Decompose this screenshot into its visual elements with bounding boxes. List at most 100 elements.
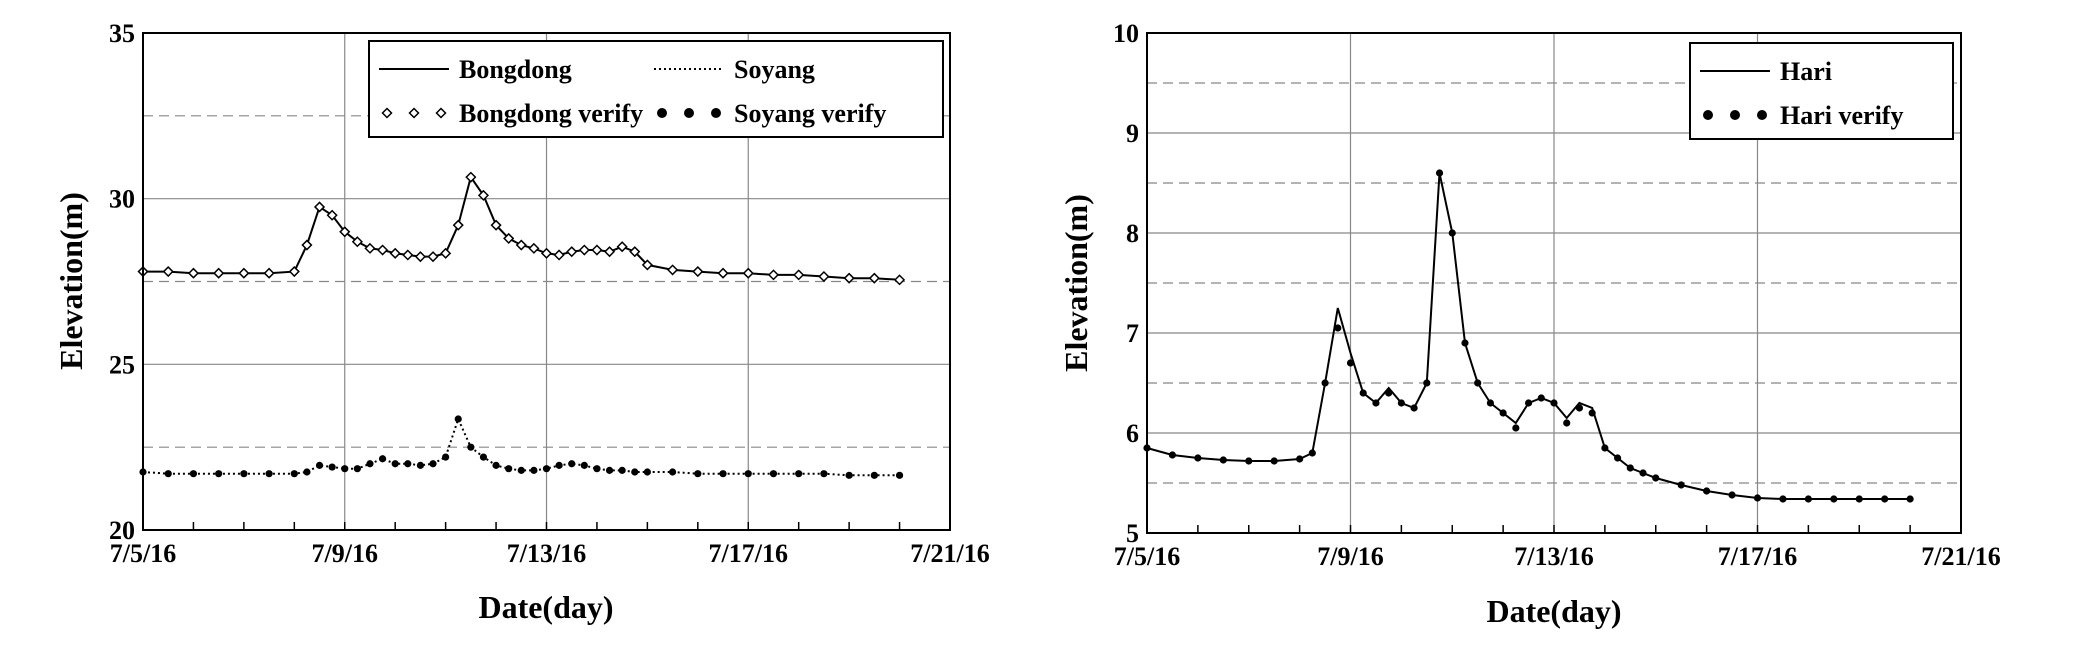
marker-hari-verify — [1906, 495, 1914, 503]
marker-hari-verify — [1372, 399, 1380, 407]
marker-soyang-verify — [769, 470, 778, 478]
marker-bongdong-verify — [213, 267, 225, 279]
marker-hari-verify — [1245, 457, 1253, 465]
marker-bongdong-verify — [591, 244, 603, 256]
marker-bongdong-verify — [742, 267, 754, 279]
chart-bongdong-soyang: 20 25 30 35 7/5/16 7/9/16 7/13/16 7/17/16 7/21/1… — [53, 19, 990, 625]
x-tick-label: 7/17/16 — [709, 539, 788, 568]
marker-bongdong-verify — [313, 201, 326, 213]
legend-swatch-dot — [1757, 110, 1767, 120]
legend-box — [1689, 42, 1954, 140]
marker-bongdong-verify — [793, 269, 805, 281]
marker-hari-verify — [1804, 495, 1812, 503]
x-axis-title: Date(day) — [478, 589, 613, 625]
marker-hari-verify — [1703, 487, 1711, 495]
marker-soyang-verify — [631, 468, 639, 476]
marker-hari-verify — [1499, 409, 1507, 417]
marker-soyang-verify — [391, 460, 399, 468]
marker-bongdong-verify — [843, 272, 855, 284]
marker-bongdong-verify — [402, 249, 414, 261]
tick-layer: 5 6 7 8 9 10 7/5/16 7/9/16 7/13/16 7/17/16 7/21/16 — [1113, 19, 2001, 571]
legend-swatch-dot — [657, 108, 667, 118]
marker-hari-verify — [1270, 457, 1278, 465]
legend: Bongdong Soyang Bongdong verify Soyang veri… — [368, 40, 944, 138]
marker-soyang-verify — [580, 461, 588, 469]
marker-hari-verify — [1524, 399, 1533, 407]
marker-hari-verify — [1435, 169, 1444, 177]
marker-hari-verify — [1537, 394, 1545, 402]
legend-swatch-dot — [1730, 110, 1740, 120]
grid — [1147, 33, 1961, 533]
legend-label: Hari verify — [1780, 101, 1903, 130]
marker-bongdong-verify — [540, 247, 553, 259]
legend: Hari Hari verify — [1689, 42, 1954, 140]
marker-soyang-verify — [265, 470, 273, 478]
y-axis-title: Elevation(m) — [1058, 194, 1094, 372]
series-line-bongdong — [143, 174, 900, 281]
marker-hari-verify — [1334, 324, 1342, 332]
marker-hari-verify — [1550, 399, 1558, 407]
marker-bongdong-verify — [440, 247, 452, 259]
marker-hari-verify — [1308, 449, 1316, 457]
legend-swatch-diamond — [408, 107, 420, 119]
marker-bongdong-verify — [301, 239, 313, 251]
marker-bongdong-verify — [578, 244, 590, 256]
x-tick-label: 7/21/16 — [1921, 542, 2000, 571]
marker-bongdong-verify — [616, 241, 628, 253]
marker-hari-verify — [1512, 424, 1520, 432]
marker-soyang-verify — [694, 470, 702, 478]
marker-bongdong-verify — [818, 270, 830, 283]
legend-label: Soyang verify — [734, 99, 886, 128]
marker-hari-verify — [1296, 455, 1304, 463]
marker-soyang-verify — [719, 470, 727, 478]
marker-bongdong-verify — [326, 209, 338, 221]
marker-bongdong-verify — [717, 267, 729, 279]
legend-swatch-dot — [1703, 110, 1713, 120]
x-tick-label: 7/5/16 — [1114, 542, 1180, 571]
marker-hari-verify — [1613, 454, 1622, 462]
marker-hari-verify — [1779, 495, 1787, 503]
marker-hari-verify — [1410, 404, 1418, 412]
marker-bongdong-verify — [477, 189, 490, 201]
y-tick-label: 7 — [1126, 319, 1139, 348]
marker-bongdong-verify — [465, 171, 477, 183]
marker-bongdong-verify — [603, 246, 616, 258]
marker-bongdong-verify — [894, 274, 906, 286]
legend-label: Hari — [1780, 57, 1832, 86]
x-tick-label: 7/9/16 — [1317, 542, 1383, 571]
marker-bongdong-verify — [692, 265, 704, 278]
marker-bongdong-verify — [263, 267, 275, 279]
marker-soyang-verify — [820, 470, 828, 478]
marker-soyang-verify — [744, 470, 752, 478]
marker-soyang-verify — [416, 461, 425, 469]
marker-bongdong-verify — [414, 251, 426, 263]
y-axis-title: Elevation(m) — [53, 192, 89, 370]
marker-soyang-verify — [542, 465, 551, 473]
legend-swatch-diamond — [435, 107, 447, 119]
marker-bongdong-verify — [566, 246, 578, 258]
marker-hari-verify — [1461, 339, 1469, 347]
y-tick-label: 6 — [1126, 419, 1139, 448]
marker-hari-verify — [1601, 444, 1609, 452]
marker-soyang-verify — [341, 465, 349, 473]
marker-bongdong-verify — [452, 219, 464, 231]
marker-hari-verify — [1385, 389, 1393, 397]
marker-soyang-verify — [442, 453, 450, 461]
legend-label: Bongdong — [459, 55, 572, 84]
marker-hari-verify — [1359, 389, 1367, 397]
series-line-hari — [1146, 172, 1911, 500]
marker-soyang-verify — [240, 470, 248, 478]
marker-soyang-verify — [530, 466, 538, 474]
marker-soyang-verify — [215, 470, 223, 478]
marker-bongdong-verify — [339, 226, 351, 238]
legend-swatch-diamond — [381, 107, 393, 119]
series-layer — [1143, 169, 1914, 503]
x-tick-label: 7/13/16 — [507, 539, 586, 568]
marker-soyang-verify — [429, 460, 437, 468]
marker-hari-verify — [1321, 379, 1329, 387]
x-tick-label: 7/5/16 — [110, 539, 176, 568]
x-tick-label: 7/21/16 — [910, 539, 989, 568]
marker-bongdong-verify — [641, 259, 653, 271]
marker-bongdong-verify — [629, 246, 641, 258]
marker-soyang-verify — [454, 415, 462, 423]
